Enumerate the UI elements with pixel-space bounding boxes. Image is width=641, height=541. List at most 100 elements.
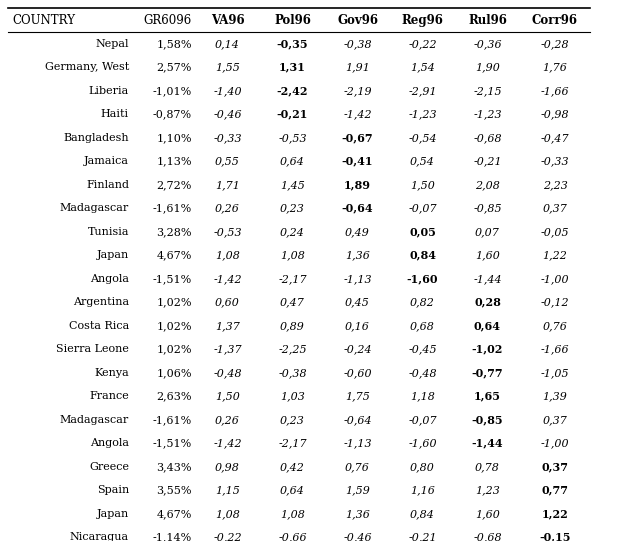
Text: Tunisia: Tunisia [88, 227, 129, 237]
Text: Japan: Japan [97, 509, 129, 519]
Text: 1,02%: 1,02% [156, 297, 192, 307]
Text: France: France [89, 391, 129, 401]
Text: 1,06%: 1,06% [156, 368, 192, 378]
Text: 1,15: 1,15 [215, 485, 240, 495]
Text: VA96: VA96 [211, 14, 244, 27]
Text: 0,78: 0,78 [475, 461, 500, 472]
Text: 1,54: 1,54 [410, 62, 435, 72]
Text: Nicaragua: Nicaragua [70, 532, 129, 541]
Text: -1,13: -1,13 [343, 274, 372, 283]
Text: 0,23: 0,23 [280, 415, 305, 425]
Text: 3,55%: 3,55% [156, 485, 192, 495]
Text: 0,77: 0,77 [542, 485, 569, 496]
Text: -0,68: -0,68 [473, 133, 502, 143]
Text: -0,38: -0,38 [343, 39, 372, 49]
Text: 1,18: 1,18 [410, 391, 435, 401]
Text: 0,80: 0,80 [410, 461, 435, 472]
Text: 0,16: 0,16 [345, 321, 370, 331]
Text: Argentina: Argentina [73, 297, 129, 307]
Text: -0,67: -0,67 [342, 132, 373, 143]
Text: -1,13: -1,13 [343, 438, 372, 448]
Text: -0,36: -0,36 [473, 39, 502, 49]
Text: -1,23: -1,23 [473, 109, 502, 119]
Text: -2,42: -2,42 [277, 85, 308, 96]
Text: -1,60: -1,60 [407, 273, 438, 284]
Text: 2,57%: 2,57% [156, 62, 192, 72]
Text: 1,08: 1,08 [280, 250, 305, 260]
Text: Finland: Finland [86, 180, 129, 190]
Text: 0,37: 0,37 [542, 203, 567, 213]
Text: 1,36: 1,36 [345, 509, 370, 519]
Text: Angola: Angola [90, 274, 129, 283]
Text: 0,45: 0,45 [345, 297, 370, 307]
Text: -0,41: -0,41 [342, 156, 373, 167]
Text: 0,89: 0,89 [280, 321, 305, 331]
Text: 1,16: 1,16 [410, 485, 435, 495]
Text: Jamaica: Jamaica [84, 156, 129, 166]
Text: -0,22: -0,22 [213, 532, 242, 541]
Text: 0,42: 0,42 [280, 461, 305, 472]
Text: -1,61%: -1,61% [153, 415, 192, 425]
Text: 1,39: 1,39 [542, 391, 567, 401]
Text: -2,17: -2,17 [278, 274, 307, 283]
Text: 2,63%: 2,63% [156, 391, 192, 401]
Text: 2,23: 2,23 [542, 180, 567, 190]
Text: -1,51%: -1,51% [153, 274, 192, 283]
Text: 1,03: 1,03 [280, 391, 305, 401]
Text: -1,23: -1,23 [408, 109, 437, 119]
Text: Madagascar: Madagascar [60, 203, 129, 213]
Text: 1,65: 1,65 [474, 391, 501, 402]
Text: -0,85: -0,85 [472, 414, 503, 425]
Text: -0,35: -0,35 [277, 38, 308, 49]
Text: 0,82: 0,82 [410, 297, 435, 307]
Text: -1,37: -1,37 [213, 344, 242, 354]
Text: -0,45: -0,45 [408, 344, 437, 354]
Text: -0,87%: -0,87% [153, 109, 192, 119]
Text: 0,37: 0,37 [542, 461, 569, 472]
Text: -1,02: -1,02 [472, 344, 503, 355]
Text: Nepal: Nepal [96, 39, 129, 49]
Text: -1,00: -1,00 [541, 438, 569, 448]
Text: 0,84: 0,84 [410, 509, 435, 519]
Text: 4,67%: 4,67% [156, 250, 192, 260]
Text: 0,84: 0,84 [409, 250, 436, 261]
Text: 1,22: 1,22 [542, 250, 567, 260]
Text: -0,85: -0,85 [473, 203, 502, 213]
Text: 0,26: 0,26 [215, 415, 240, 425]
Text: 0,24: 0,24 [280, 227, 305, 237]
Text: -1,61%: -1,61% [153, 203, 192, 213]
Text: 2,08: 2,08 [475, 180, 500, 190]
Text: 1,02%: 1,02% [156, 344, 192, 354]
Text: -1,40: -1,40 [213, 85, 242, 96]
Text: 1,37: 1,37 [215, 321, 240, 331]
Text: -0,21: -0,21 [408, 532, 437, 541]
Text: Liberia: Liberia [88, 85, 129, 96]
Text: 1,58%: 1,58% [156, 39, 192, 49]
Text: 1,75: 1,75 [345, 391, 370, 401]
Text: 0,68: 0,68 [410, 321, 435, 331]
Text: -1,66: -1,66 [541, 344, 569, 354]
Text: -0,22: -0,22 [408, 39, 437, 49]
Text: -0,33: -0,33 [213, 133, 242, 143]
Text: Gov96: Gov96 [337, 14, 378, 27]
Text: -0,54: -0,54 [408, 133, 437, 143]
Text: 1,76: 1,76 [542, 62, 567, 72]
Text: 0,76: 0,76 [542, 321, 567, 331]
Text: 0,05: 0,05 [409, 226, 436, 237]
Text: -0,24: -0,24 [343, 344, 372, 354]
Text: -1,42: -1,42 [213, 274, 242, 283]
Text: 0,26: 0,26 [215, 203, 240, 213]
Text: 1,02%: 1,02% [156, 321, 192, 331]
Text: -1,44: -1,44 [473, 274, 502, 283]
Text: 4,67%: 4,67% [156, 509, 192, 519]
Text: -1,51%: -1,51% [153, 438, 192, 448]
Text: 1,91: 1,91 [345, 62, 370, 72]
Text: 1,90: 1,90 [475, 62, 500, 72]
Text: -1,42: -1,42 [343, 109, 372, 119]
Text: -0,98: -0,98 [541, 109, 569, 119]
Text: -2,91: -2,91 [408, 85, 437, 96]
Text: 0,55: 0,55 [215, 156, 240, 166]
Text: 1,71: 1,71 [215, 180, 240, 190]
Text: 0,64: 0,64 [474, 320, 501, 331]
Text: -0,64: -0,64 [342, 203, 373, 214]
